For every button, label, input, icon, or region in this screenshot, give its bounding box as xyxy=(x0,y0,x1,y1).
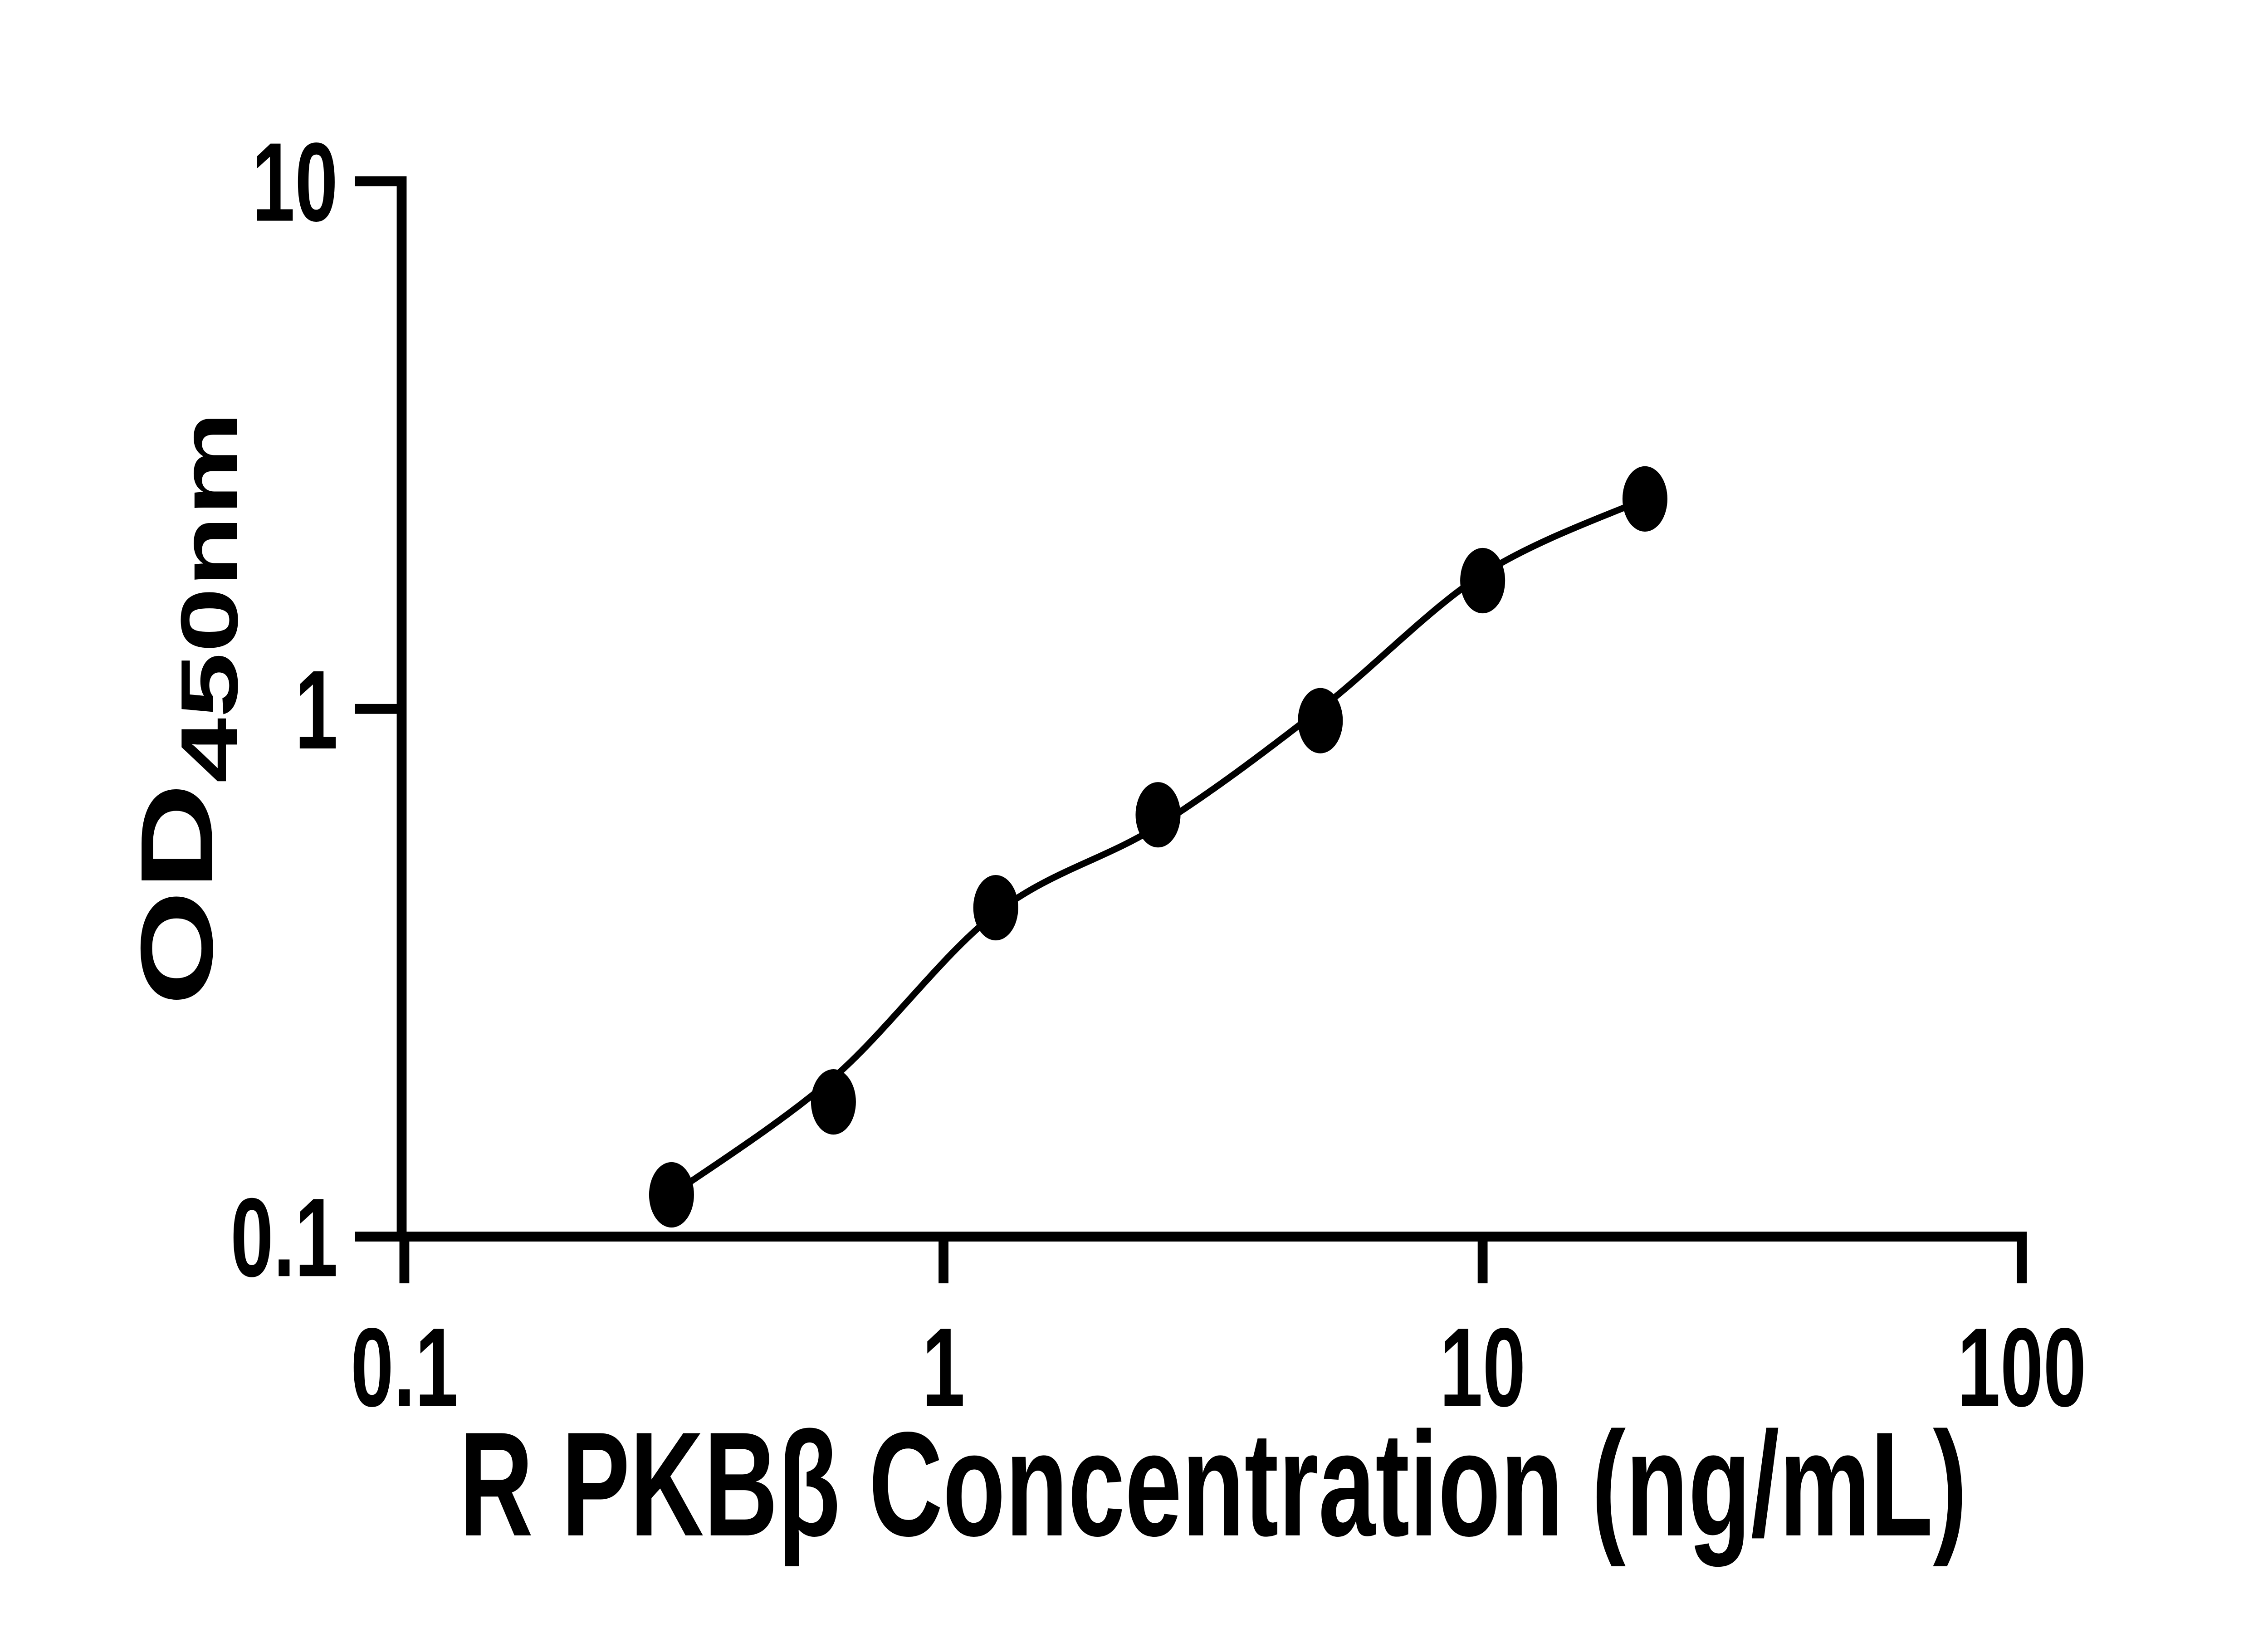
y-axis-title-main: OD xyxy=(119,783,234,1006)
axes-layer xyxy=(396,176,2027,1242)
y-axis-title: OD450nm xyxy=(119,411,255,1006)
data-point xyxy=(1298,688,1343,753)
data-point xyxy=(973,875,1018,941)
y-axis-title-subscript: 450nm xyxy=(164,411,254,783)
plot-layer xyxy=(649,466,1667,1228)
data-point xyxy=(811,1069,856,1135)
x-tick-label: 0.1 xyxy=(351,1305,458,1430)
x-tick-label: 10 xyxy=(1440,1305,1525,1430)
x-tick-label: 100 xyxy=(1957,1305,2086,1430)
data-point xyxy=(1135,782,1181,848)
tick-layer: 0.1 1 10 0.1 1 10 100 xyxy=(230,119,2086,1430)
data-point xyxy=(1460,548,1505,614)
y-tick-label: 1 xyxy=(295,647,338,772)
data-point xyxy=(1622,466,1667,532)
x-axis-title: R PKBβ Concentration (ng/mL) xyxy=(459,1401,1967,1568)
x-tick-label: 1 xyxy=(922,1305,965,1430)
data-point xyxy=(649,1162,694,1228)
y-tick-label: 10 xyxy=(252,119,337,244)
y-tick-label: 0.1 xyxy=(230,1175,338,1300)
